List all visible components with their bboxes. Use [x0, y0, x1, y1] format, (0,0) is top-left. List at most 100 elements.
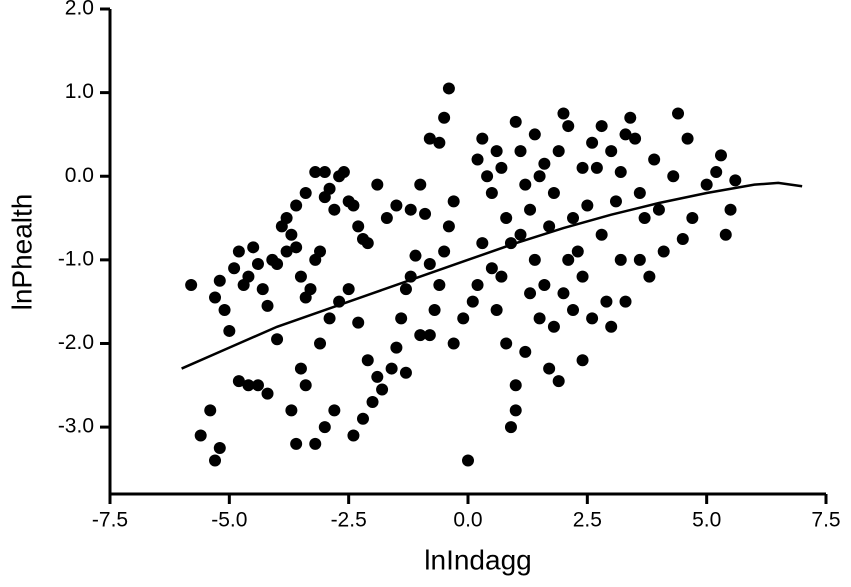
point: [352, 220, 365, 233]
point: [447, 195, 460, 208]
y-axis-label: lnPhealth: [6, 194, 37, 311]
point: [433, 278, 446, 291]
y-tick-label: 0.0: [65, 164, 94, 187]
point: [509, 404, 522, 417]
point: [285, 404, 298, 417]
point: [595, 228, 608, 241]
point: [261, 387, 274, 400]
point: [347, 429, 360, 442]
point: [390, 341, 403, 354]
point: [271, 258, 284, 271]
point: [485, 262, 498, 275]
point: [299, 379, 312, 392]
point: [204, 404, 217, 417]
point: [271, 333, 284, 346]
point: [414, 178, 427, 191]
point: [619, 128, 632, 141]
point: [213, 274, 226, 287]
point: [428, 304, 441, 317]
point: [309, 166, 322, 179]
point: [395, 312, 408, 325]
point: [509, 115, 522, 128]
point: [528, 253, 541, 266]
point: [471, 278, 484, 291]
point: [686, 212, 699, 225]
point: [524, 287, 537, 300]
point: [543, 362, 556, 375]
point: [629, 132, 642, 145]
point: [538, 157, 551, 170]
point: [314, 245, 327, 258]
y-tick-label: 1.0: [65, 80, 94, 103]
point: [652, 203, 665, 216]
point: [438, 245, 451, 258]
point: [342, 283, 355, 296]
point: [605, 320, 618, 333]
point: [399, 283, 412, 296]
point: [643, 270, 656, 283]
point: [543, 220, 556, 233]
point: [247, 241, 260, 254]
y-tick-label: -2.0: [58, 331, 94, 354]
point: [533, 312, 546, 325]
point: [719, 228, 732, 241]
point: [714, 149, 727, 162]
point: [323, 182, 336, 195]
point: [514, 228, 527, 241]
point: [471, 153, 484, 166]
point: [586, 312, 599, 325]
x-tick-label: -5.0: [211, 509, 247, 532]
point: [209, 291, 222, 304]
point: [409, 249, 422, 262]
point: [399, 366, 412, 379]
point: [390, 199, 403, 212]
point: [581, 199, 594, 212]
point: [562, 120, 575, 133]
x-tick-label: 2.5: [573, 509, 602, 532]
point: [700, 178, 713, 191]
point: [242, 270, 255, 283]
point: [657, 245, 670, 258]
point: [261, 299, 274, 312]
point: [624, 111, 637, 124]
point: [672, 107, 685, 120]
point: [228, 262, 241, 275]
point: [280, 245, 293, 258]
point: [442, 220, 455, 233]
point: [490, 145, 503, 158]
point: [328, 404, 341, 417]
x-axis-label: lnIndagg: [424, 544, 531, 575]
point: [194, 429, 207, 442]
point: [462, 454, 474, 467]
point: [309, 437, 322, 450]
point: [495, 270, 508, 283]
point: [294, 270, 307, 283]
point: [676, 232, 689, 245]
x-tick-label: -7.5: [92, 509, 128, 532]
point: [361, 354, 374, 367]
point: [347, 199, 360, 212]
point: [466, 295, 479, 308]
point: [519, 178, 532, 191]
point: [595, 120, 608, 133]
point: [414, 329, 427, 342]
point: [638, 212, 651, 225]
point: [290, 241, 303, 254]
point: [318, 166, 331, 179]
point: [681, 132, 694, 145]
point: [304, 283, 317, 296]
point: [232, 375, 245, 388]
point: [299, 186, 312, 199]
point: [361, 237, 374, 250]
point: [376, 383, 389, 396]
point: [385, 362, 398, 375]
point: [633, 253, 646, 266]
point: [457, 312, 470, 325]
point: [314, 337, 327, 350]
point: [294, 362, 307, 375]
point: [423, 132, 436, 145]
point: [576, 161, 589, 174]
point: [586, 136, 599, 149]
point: [476, 237, 489, 250]
point: [528, 128, 541, 141]
